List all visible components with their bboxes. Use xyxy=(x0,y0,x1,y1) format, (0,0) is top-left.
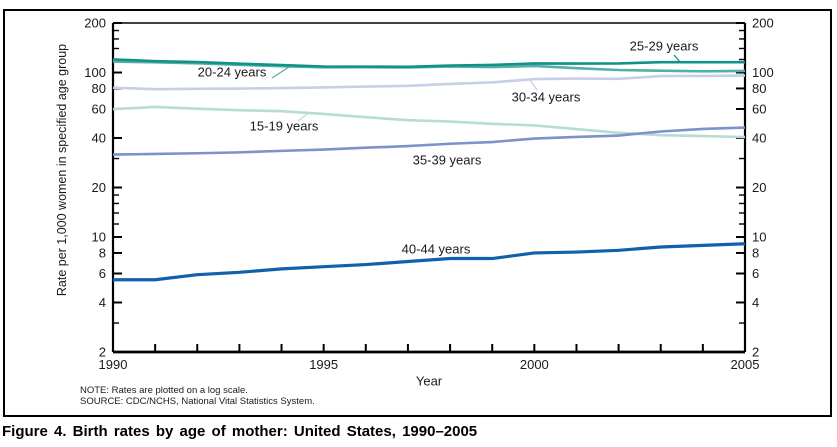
leader-20-24-years xyxy=(271,66,290,79)
y-tick-label-left: 60 xyxy=(92,102,106,117)
series-label-30-34-years: 30-34 years xyxy=(512,90,581,105)
y-tick-label-right: 8 xyxy=(752,245,759,260)
leader-30-34-years xyxy=(529,79,538,91)
series-line-30-34-years xyxy=(112,74,746,91)
figure-caption: Figure 4. Birth rates by age of mother: … xyxy=(2,423,478,440)
x-tick-label: 1995 xyxy=(309,357,338,372)
x-axis-title: Year xyxy=(415,373,443,389)
x-tick-label: 2005 xyxy=(731,357,760,372)
series-label-15-19-years: 15-19 years xyxy=(250,119,319,134)
series-line-35-39-years xyxy=(112,126,746,156)
y-axis-title: Rate per 1,000 women in specified age gr… xyxy=(55,43,69,297)
y-tick-label-right: 4 xyxy=(752,295,759,310)
x-tick-label: 2000 xyxy=(520,357,549,372)
y-tick-label-right: 80 xyxy=(752,81,766,96)
y-tick-label-right: 10 xyxy=(752,230,766,245)
x-tick-label: 1990 xyxy=(99,357,128,372)
y-tick-label-right: 2 xyxy=(752,345,759,360)
y-tick-label-right: 6 xyxy=(752,266,759,281)
y-tick-label-left: 100 xyxy=(84,65,106,80)
y-tick-label-left: 4 xyxy=(99,295,106,310)
source-text: SOURCE: CDC/NCHS, National Vital Statist… xyxy=(80,396,315,407)
y-tick-label-right: 60 xyxy=(752,102,766,117)
y-tick-label-left: 20 xyxy=(92,180,106,195)
series-label-25-29-years: 25-29 years xyxy=(630,39,699,54)
y-tick-label-left: 40 xyxy=(92,130,106,145)
y-tick-label-left: 6 xyxy=(99,266,106,281)
y-tick-label-right: 200 xyxy=(752,16,774,31)
series-label-40-44-years: 40-44 years xyxy=(402,242,471,257)
y-tick-label-left: 2 xyxy=(99,345,106,360)
y-tick-label-left: 10 xyxy=(92,230,106,245)
y-tick-label-left: 8 xyxy=(99,245,106,260)
series-line-40-44-years xyxy=(113,242,746,282)
y-tick-label-right: 20 xyxy=(752,180,766,195)
y-tick-label-left: 80 xyxy=(92,81,106,96)
leader-15-19-years xyxy=(297,111,311,122)
y-tick-label-right: 100 xyxy=(752,65,774,80)
series-label-20-24-years: 20-24 years xyxy=(198,65,267,80)
note-text: NOTE: Rates are plotted on a log scale. xyxy=(80,385,248,396)
leader-25-29-years xyxy=(673,54,682,64)
y-tick-label-left: 200 xyxy=(84,16,106,31)
y-tick-label-right: 40 xyxy=(752,130,766,145)
series-line-25-29-years xyxy=(112,58,745,69)
series-label-35-39-years: 35-39 years xyxy=(413,153,482,168)
